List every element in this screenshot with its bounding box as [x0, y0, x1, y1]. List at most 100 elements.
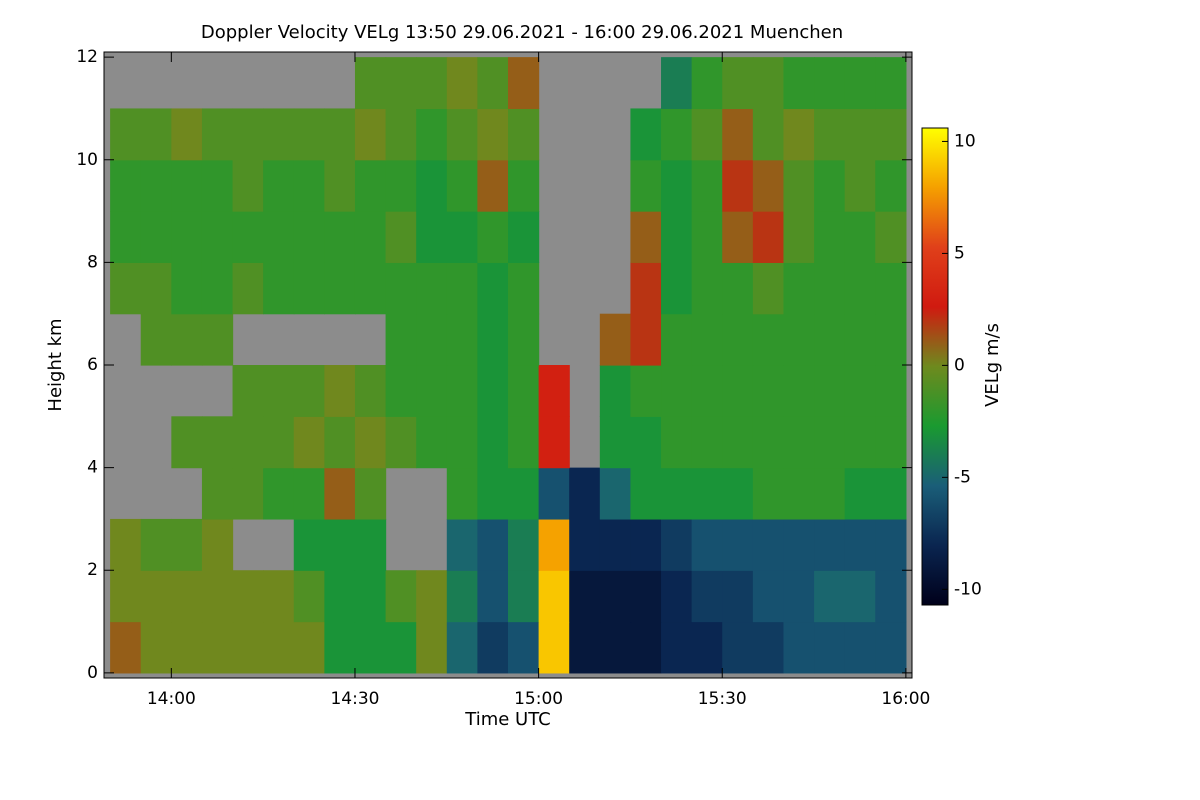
cell — [722, 211, 754, 263]
cell — [263, 211, 295, 263]
cell — [293, 365, 325, 417]
cell — [477, 518, 509, 571]
cell — [385, 57, 417, 110]
cell — [875, 159, 907, 212]
cell — [844, 467, 876, 520]
cell — [814, 467, 846, 520]
cell — [814, 159, 846, 212]
cell — [354, 365, 387, 417]
cell — [385, 108, 417, 161]
cell — [324, 570, 356, 623]
cell — [875, 313, 907, 366]
cell — [354, 467, 387, 520]
cell — [293, 467, 325, 520]
chart-title: Doppler Velocity VELg 13:50 29.06.2021 -… — [201, 22, 843, 43]
cell — [446, 211, 478, 263]
cell — [875, 570, 907, 623]
cell — [508, 518, 540, 571]
cell — [508, 262, 540, 315]
cell — [110, 211, 142, 263]
cell — [477, 313, 509, 366]
cell — [324, 621, 356, 674]
cell — [385, 416, 417, 469]
cell — [293, 211, 325, 263]
cell — [293, 416, 325, 469]
cell — [171, 262, 203, 315]
cell — [446, 621, 478, 674]
cell — [783, 365, 815, 417]
cell — [722, 108, 754, 161]
colorbar-label: VELg m/s — [982, 323, 1003, 407]
cell — [232, 262, 264, 315]
cell — [875, 262, 907, 315]
cell — [814, 262, 846, 315]
cell — [201, 467, 234, 520]
cell — [201, 313, 234, 366]
cell — [538, 365, 570, 417]
cell — [538, 570, 570, 623]
cell — [446, 365, 478, 417]
cell — [416, 262, 448, 315]
cell — [232, 621, 264, 674]
cell — [232, 467, 264, 520]
cell — [354, 621, 387, 674]
cell — [508, 467, 540, 520]
y-tick-label: 6 — [87, 355, 98, 375]
cell — [783, 313, 815, 366]
cell — [661, 211, 693, 263]
cell — [385, 159, 417, 212]
cell — [752, 416, 785, 469]
cell — [263, 159, 295, 212]
cell — [691, 416, 723, 469]
cell — [630, 159, 662, 212]
cell — [232, 365, 264, 417]
cell — [661, 57, 693, 110]
cell — [722, 57, 754, 110]
cell — [446, 467, 478, 520]
cell — [783, 262, 815, 315]
cell — [263, 416, 295, 469]
cell — [324, 518, 356, 571]
cell — [661, 159, 693, 212]
cell — [354, 570, 387, 623]
cell — [263, 108, 295, 161]
colorbar-tick-label: 10 — [954, 131, 976, 151]
cell — [140, 621, 172, 674]
cell — [752, 467, 785, 520]
cell — [844, 313, 876, 366]
cell — [354, 159, 387, 212]
cell — [752, 57, 785, 110]
cell — [171, 621, 203, 674]
cell — [783, 518, 815, 571]
cell — [110, 621, 142, 674]
cell — [722, 467, 754, 520]
cell — [293, 518, 325, 571]
cell — [599, 365, 632, 417]
cell — [630, 365, 662, 417]
cell — [508, 57, 540, 110]
cell — [661, 313, 693, 366]
cell — [844, 57, 876, 110]
cell — [324, 262, 356, 315]
y-tick-label: 8 — [87, 252, 98, 272]
cell — [446, 313, 478, 366]
cell — [385, 570, 417, 623]
cell — [752, 365, 785, 417]
cell — [508, 159, 540, 212]
cell — [630, 313, 662, 366]
cell — [630, 416, 662, 469]
cell — [722, 570, 754, 623]
cell — [508, 416, 540, 469]
cell — [140, 313, 172, 366]
cell — [691, 313, 723, 366]
cell — [171, 159, 203, 212]
cell — [722, 416, 754, 469]
cell — [293, 108, 325, 161]
cell — [354, 518, 387, 571]
cell — [324, 416, 356, 469]
cell — [691, 262, 723, 315]
cell — [844, 159, 876, 212]
cell — [140, 108, 172, 161]
cell — [477, 365, 509, 417]
cell — [691, 211, 723, 263]
